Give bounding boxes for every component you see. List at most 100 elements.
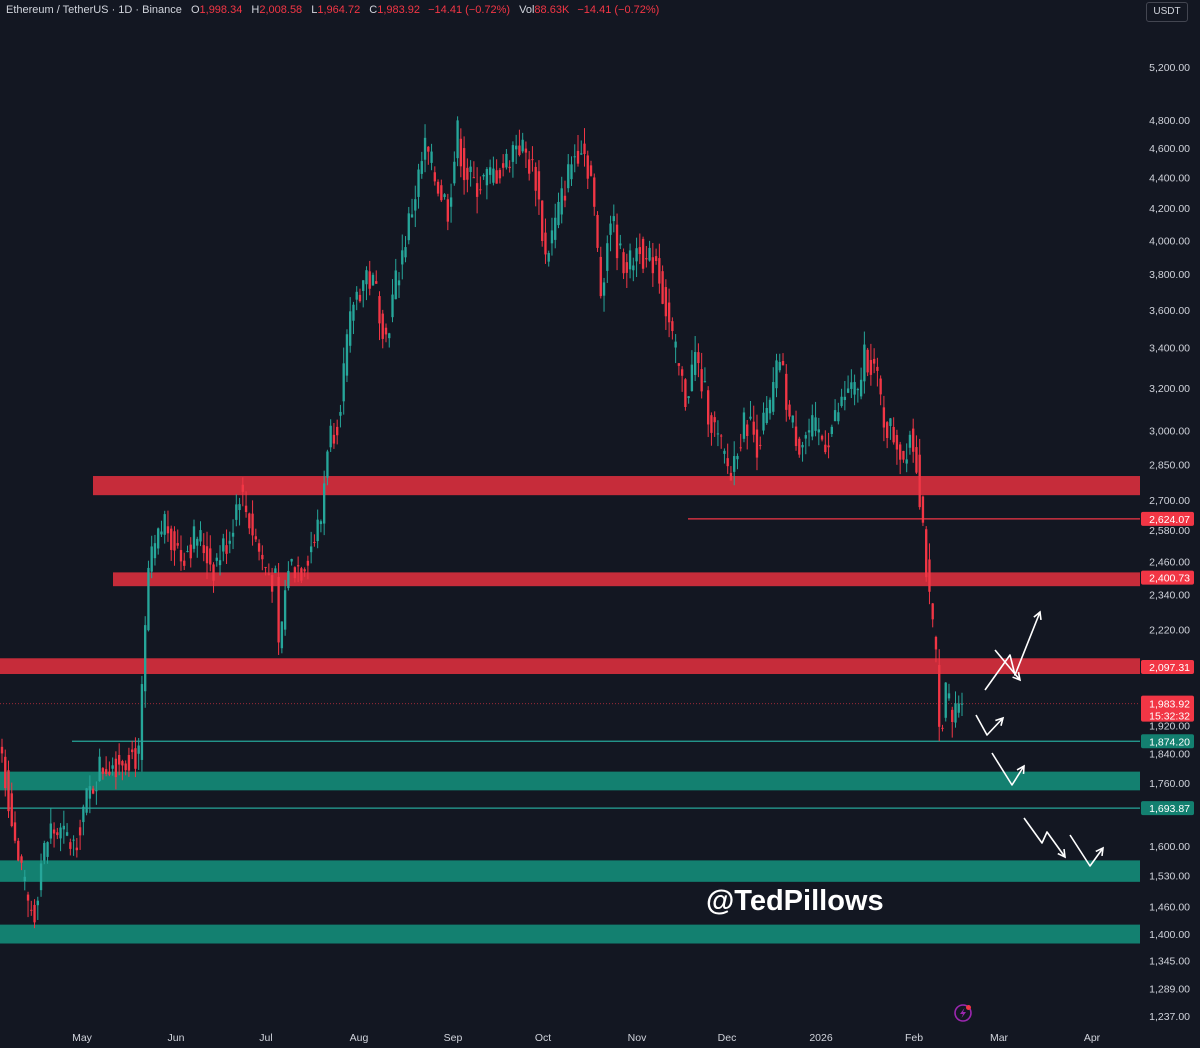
candle-body xyxy=(794,426,798,447)
price-axis[interactable]: 5,200.00 4,800.00 4,600.00 4,400.00 4,200.00… xyxy=(1149,62,1190,1023)
candle-body xyxy=(192,526,196,549)
candle-body xyxy=(680,369,684,376)
candle-body xyxy=(257,543,261,552)
candle-body xyxy=(697,352,700,364)
candle-body xyxy=(157,528,160,549)
support-zone[interactable] xyxy=(0,924,1140,944)
candle-body xyxy=(856,389,860,391)
candle-body xyxy=(658,258,661,284)
candle-body xyxy=(925,529,928,578)
candle-body xyxy=(944,682,947,718)
candle-body xyxy=(641,238,645,269)
candle-body xyxy=(596,214,599,248)
candle-body xyxy=(4,756,7,789)
candle-body xyxy=(30,909,33,911)
candle-body xyxy=(908,434,912,448)
candle-body xyxy=(384,327,388,335)
time-axis[interactable]: May Jun Jul Aug Sep Oct Nov Dec 2026 Feb Mar Apr xyxy=(72,1032,1101,1044)
candle-body xyxy=(645,258,648,260)
candle-body xyxy=(879,378,882,395)
price-tag-label: 2,097.31 xyxy=(1149,662,1190,674)
candle-body xyxy=(423,137,427,160)
candle-body xyxy=(589,165,593,176)
candle-body xyxy=(684,379,687,408)
candle-body xyxy=(912,428,915,452)
candle-body xyxy=(791,415,794,423)
candle-body xyxy=(371,274,375,286)
y-tick-label: 1,400.00 xyxy=(1149,929,1190,941)
candle-body xyxy=(599,256,602,297)
candle-body xyxy=(104,769,108,774)
candle-body xyxy=(492,168,495,183)
candle-body xyxy=(144,625,147,692)
candle-body xyxy=(270,575,274,592)
candle-body xyxy=(101,768,105,774)
candle-body xyxy=(928,559,931,592)
candle-body xyxy=(889,418,892,427)
candle-body xyxy=(765,407,768,424)
candle-body xyxy=(872,358,876,364)
candle-body xyxy=(898,444,902,460)
currency-button[interactable]: USDT xyxy=(1146,2,1188,22)
y-tick-label: 2,700.00 xyxy=(1149,495,1190,507)
candle-body xyxy=(475,183,479,197)
support-zone[interactable] xyxy=(0,771,1140,791)
candle-body xyxy=(576,150,580,164)
x-tick-label: Sep xyxy=(444,1032,463,1044)
projection-arrow xyxy=(991,752,1025,786)
candle-body xyxy=(501,163,505,168)
candle-body xyxy=(274,568,277,574)
candle-body xyxy=(859,379,863,397)
candle-body xyxy=(759,444,762,446)
candle-body xyxy=(811,415,814,437)
candle-body xyxy=(960,703,964,705)
candle-body xyxy=(511,145,515,162)
candle-body xyxy=(75,847,79,851)
candle-body xyxy=(554,217,557,240)
candle-body xyxy=(277,576,280,643)
y-tick-label: 3,200.00 xyxy=(1149,383,1190,395)
volume-change: −14.41 (−0.72%) xyxy=(577,4,660,16)
candle-body xyxy=(606,243,609,271)
candle-body xyxy=(693,352,697,375)
candle-body xyxy=(329,425,332,448)
price-tag xyxy=(1141,511,1194,526)
y-tick-label: 2,580.00 xyxy=(1149,525,1190,537)
candle-body xyxy=(170,528,173,550)
candle-body xyxy=(46,842,49,857)
candle-body xyxy=(837,412,840,422)
candle-body xyxy=(33,904,36,923)
candle-body xyxy=(824,444,827,453)
resistance-zone[interactable] xyxy=(93,476,1140,496)
resistance-zone[interactable] xyxy=(113,572,1140,587)
candle-body xyxy=(280,621,284,649)
candle-body xyxy=(710,415,713,433)
candle-body xyxy=(231,532,235,537)
candle-body xyxy=(563,195,567,201)
candle-body xyxy=(593,177,596,207)
candle-body xyxy=(830,426,834,434)
candle-body xyxy=(485,169,489,186)
candle-body xyxy=(111,765,114,769)
candle-body xyxy=(189,544,192,559)
lightning-icon[interactable] xyxy=(954,1004,972,1022)
support-zone[interactable] xyxy=(0,860,1140,882)
candle-body xyxy=(179,550,183,562)
candle-body xyxy=(713,417,716,423)
y-tick-label: 4,400.00 xyxy=(1149,172,1190,184)
x-tick-label: Feb xyxy=(905,1032,923,1044)
candle-body xyxy=(654,256,658,261)
volume-label: Vol xyxy=(519,4,535,16)
symbol-title[interactable]: Ethereum / TetherUS · 1D · Binance xyxy=(6,4,182,16)
candle-body xyxy=(401,250,404,265)
candle-body xyxy=(365,270,368,285)
candle-body xyxy=(508,166,511,169)
y-tick-label: 2,340.00 xyxy=(1149,590,1190,602)
candle-body xyxy=(674,341,677,348)
candle-body xyxy=(778,361,781,371)
y-tick-label: 2,460.00 xyxy=(1149,557,1190,569)
candle-body xyxy=(150,546,153,572)
candle-body xyxy=(368,271,371,289)
resistance-zone[interactable] xyxy=(0,658,1140,675)
